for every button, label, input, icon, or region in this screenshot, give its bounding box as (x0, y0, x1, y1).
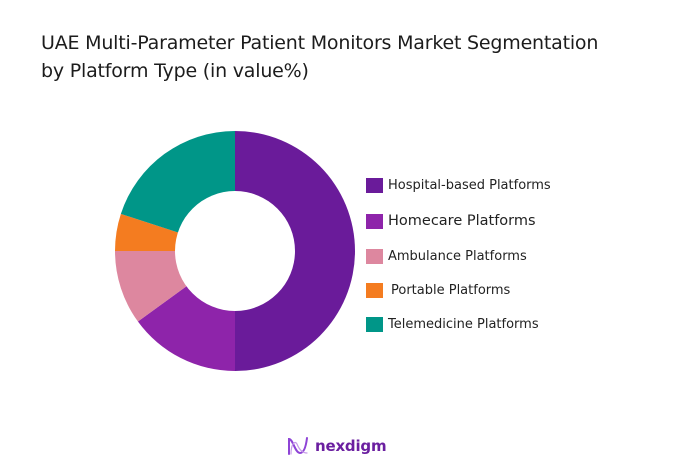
donut-chart (115, 131, 355, 371)
legend-swatch (366, 177, 383, 193)
legend-label: Homecare Platforms (388, 213, 536, 229)
chart-title: UAE Multi-Parameter Patient Monitors Mar… (41, 29, 661, 85)
legend-label: Telemedicine Platforms (388, 316, 539, 332)
legend-item-ambulance: Ambulance Platforms (366, 247, 527, 265)
legend-swatch (366, 282, 383, 298)
legend-label: Hospital-based Platforms (388, 177, 551, 193)
chart-title-line-2: by Platform Type (in value%) (41, 60, 309, 82)
legend-swatch (366, 248, 383, 264)
legend-item-homecare: Homecare Platforms (366, 212, 536, 230)
legend-label: Portable Platforms (391, 282, 511, 298)
legend-swatch (366, 213, 383, 229)
legend-item-hospital-based: Hospital-based Platforms (366, 176, 551, 194)
legend-swatch (366, 316, 383, 332)
nexdigm-logo: nexdigm (287, 436, 387, 456)
legend-label: Ambulance Platforms (388, 248, 527, 264)
logo-text: nexdigm (315, 437, 387, 455)
donut-hole (175, 191, 295, 311)
legend-item-telemedicine: Telemedicine Platforms (366, 315, 539, 333)
legend-item-portable: Portable Platforms (366, 281, 510, 299)
chart-title-line-1: UAE Multi-Parameter Patient Monitors Mar… (41, 32, 599, 54)
wave-n-icon (288, 437, 308, 455)
